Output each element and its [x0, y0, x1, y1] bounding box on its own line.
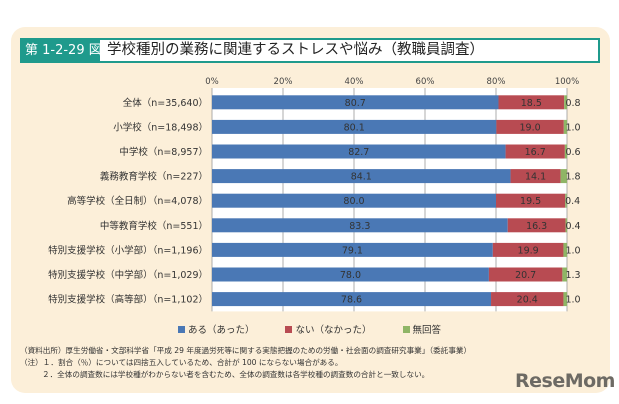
- bar-segment: [564, 95, 567, 110]
- bar-segment: [563, 242, 567, 257]
- x-tick-label: 20%: [274, 77, 293, 87]
- bar-segment: [212, 119, 497, 134]
- bar-segment: [492, 242, 564, 257]
- bar-segment: [212, 242, 493, 257]
- legend-item-aru: ある（あった）: [177, 322, 255, 336]
- data-label: 80.0: [343, 196, 364, 207]
- data-label: 1.8: [565, 172, 580, 183]
- data-label: 18.5: [521, 98, 542, 109]
- data-label: 0.4: [565, 196, 580, 207]
- category-label: 中等教育学校（n=551）: [100, 220, 208, 232]
- data-label: 1.0: [565, 295, 580, 306]
- legend-swatch-aru: [177, 325, 185, 333]
- figure-number: 第 1-2-29 図: [22, 40, 102, 61]
- data-label: 16.7: [525, 147, 546, 158]
- bar-segment: [491, 292, 564, 307]
- category-label: 義務教育学校（n=227）: [100, 171, 208, 183]
- data-label: 16.3: [526, 221, 547, 232]
- bar-segment: [212, 267, 489, 282]
- data-label: 82.7: [348, 147, 369, 158]
- resemom-logo: ReseMom: [515, 370, 615, 392]
- bar-segment: [563, 119, 567, 134]
- category-label: 全体（n=35,640）: [123, 97, 208, 109]
- category-label: 特別支援学校（高等部）（n=1,102）: [48, 294, 208, 306]
- data-label: 20.4: [517, 295, 538, 306]
- category-labels: 全体（n=35,640） 小学校（n=18,498） 中学校（n=8,957） 義務教…: [48, 97, 208, 306]
- bar-segment: [564, 144, 567, 159]
- legend-swatch-mukaito: [402, 325, 410, 333]
- bar-segment: [560, 169, 567, 184]
- legend-label-aru: ある（あった）: [187, 325, 255, 336]
- data-label: 80.7: [345, 98, 366, 109]
- bar-segment: [212, 218, 508, 233]
- data-label: 0.8: [565, 98, 580, 109]
- figure-title-bar: 第 1-2-29 図 学校種別の業務に関連するストレスや悩み（教職員調査）: [20, 38, 600, 63]
- data-label: 19.9: [518, 245, 539, 256]
- figure-title: 学校種別の業務に関連するストレスや悩み（教職員調査）: [107, 42, 484, 58]
- data-label: 84.1: [351, 172, 372, 183]
- category-label: 特別支援学校（中学部）（n=1,029）: [48, 269, 208, 281]
- data-label: 79.1: [342, 245, 363, 256]
- data-label: 14.1: [525, 172, 546, 183]
- x-tick-label: 60%: [416, 77, 435, 87]
- data-label: 83.3: [349, 221, 370, 232]
- x-tick-label: 100%: [555, 77, 579, 87]
- bar-segment: [563, 292, 567, 307]
- legend-label-mukaito: 無回答: [412, 325, 442, 336]
- x-tick-labels: 0% 20% 40% 60% 80% 100%: [205, 77, 579, 87]
- bar-segment: [507, 218, 566, 233]
- data-label: 80.1: [344, 122, 365, 133]
- bar-segment: [505, 144, 565, 159]
- bar-segment: [212, 193, 496, 208]
- bar-segment: [212, 292, 492, 307]
- legend-item-nai: ない（なかった）: [285, 322, 372, 336]
- bar-segment: [212, 95, 499, 110]
- bar-segment: [488, 267, 563, 282]
- data-label: 1.0: [565, 122, 580, 133]
- bar-segment: [562, 267, 567, 282]
- bar-segment: [212, 169, 511, 184]
- bar-segment: [498, 95, 565, 110]
- bar-segment: [496, 119, 564, 134]
- data-label: 20.7: [515, 270, 536, 281]
- data-label: 78.0: [340, 270, 361, 281]
- category-label: 小学校（n=18,498）: [113, 121, 208, 133]
- bar-segment: [510, 169, 561, 184]
- data-label: 1.0: [565, 245, 580, 256]
- data-label: 19.0: [520, 122, 541, 133]
- source-note: （資料出所）厚生労働省・文部科学省「平成 29 年度過労死等に関する実態把握のた…: [20, 346, 472, 355]
- data-label: 19.5: [520, 196, 541, 207]
- bar-segment: [565, 193, 567, 208]
- x-tick-label: 40%: [345, 77, 364, 87]
- category-label: 特別支援学校（小学部）（n=1,196）: [48, 244, 208, 256]
- category-label: 高等学校（全日制）（n=4,078）: [67, 195, 208, 207]
- legend-label-nai: ない（なかった）: [295, 325, 372, 336]
- x-tick-label: 80%: [487, 77, 506, 87]
- category-label: 中学校（n=8,957）: [119, 146, 208, 158]
- data-label: 0.6: [565, 147, 580, 158]
- data-labels: 80.7 18.5 0.8 80.1 19.0 1.0 82.7 16.7 0.6 84.1 14.…: [340, 98, 581, 306]
- bar-segment: [496, 193, 566, 208]
- note-2: ２．全体の調査数には学校種がわからない者を含むため、全体の調査数は各学校種の調査…: [42, 370, 430, 379]
- data-label: 1.3: [565, 270, 580, 281]
- bar-segment: [212, 144, 506, 159]
- x-tick-label: 0%: [205, 77, 219, 87]
- notes: （資料出所）厚生労働省・文部科学省「平成 29 年度過労死等に関する実態把握のた…: [20, 345, 471, 381]
- legend-swatch-nai: [285, 325, 293, 333]
- bars: [212, 95, 567, 307]
- legend: ある（あった） ない（なかった） 無回答: [0, 322, 619, 336]
- note-1: （注）１．割合（％）については四捨五入しているため、合計が 100 にならない場…: [20, 358, 343, 367]
- legend-item-mukaito: 無回答: [402, 322, 442, 336]
- data-label: 0.4: [565, 221, 580, 232]
- data-label: 78.6: [341, 295, 362, 306]
- bar-segment: [565, 218, 567, 233]
